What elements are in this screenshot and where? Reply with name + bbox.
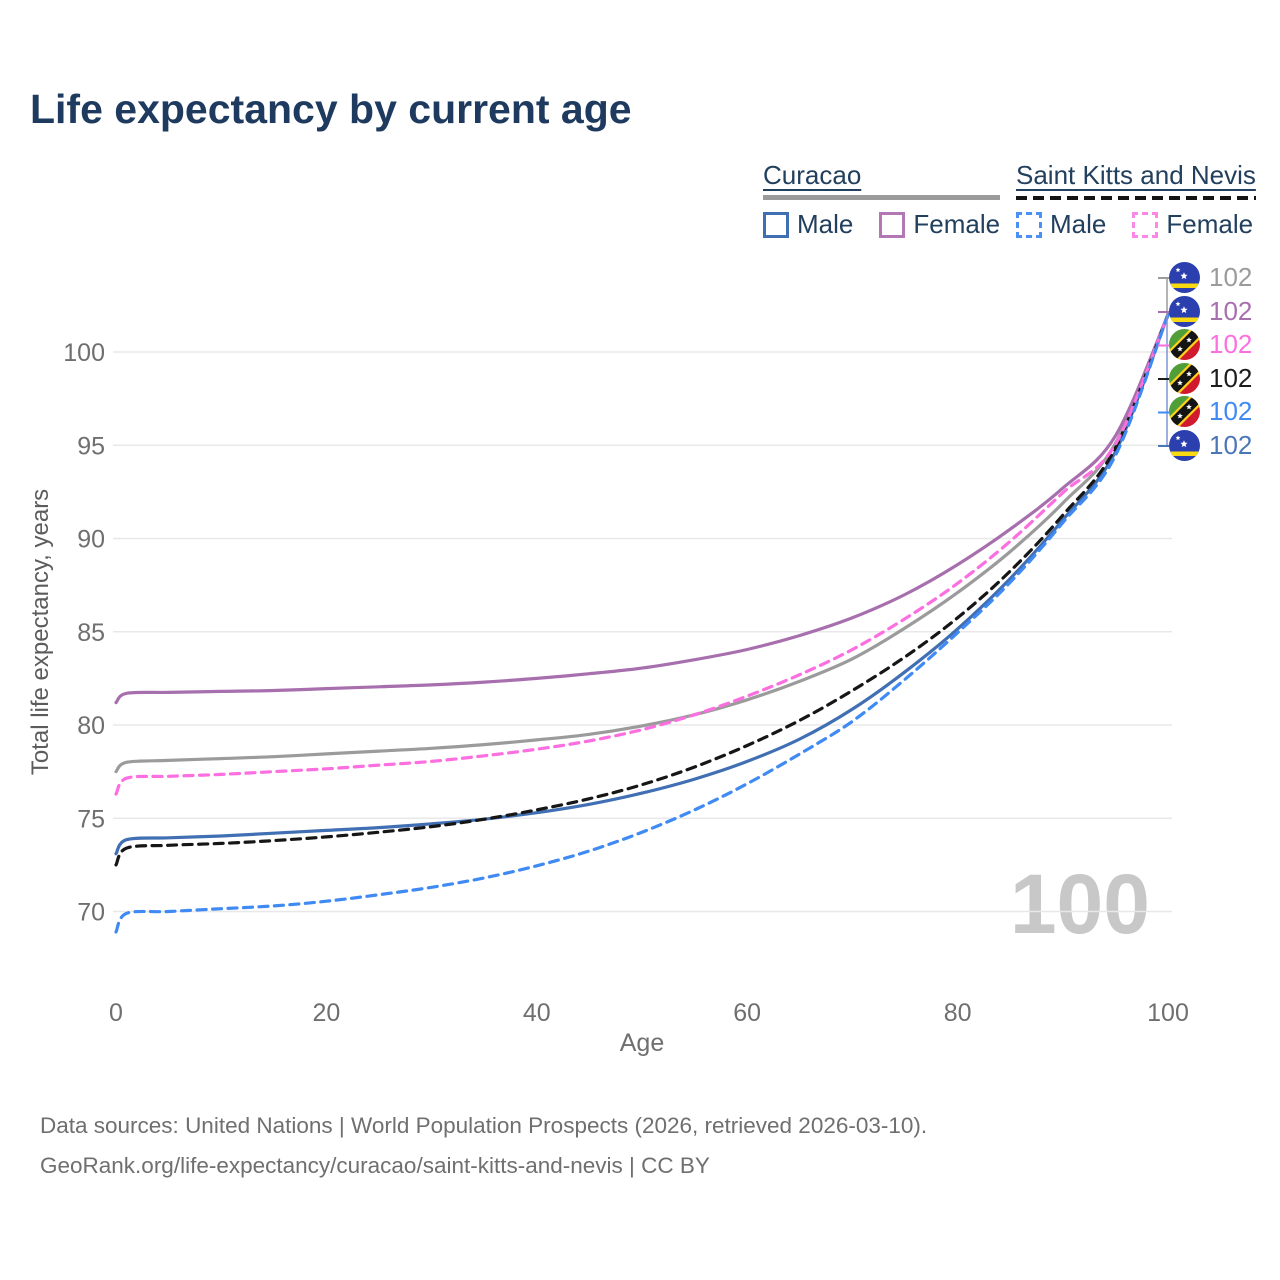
series-skn-male — [114, 313, 1170, 934]
saint-kitts-and-nevis-flag-icon — [1169, 329, 1200, 361]
curacao-female-swatch-icon — [879, 211, 906, 238]
end-label-row-5: 102 — [1169, 429, 1252, 463]
page-title: Life expectancy by current age — [30, 86, 632, 132]
legend-item-skn-female[interactable]: Female — [1132, 209, 1253, 240]
x-axis-title: Age — [620, 1029, 664, 1057]
x-tick-0: 0 — [109, 999, 123, 1027]
legend-group-curacao: Curacao Male Female — [763, 160, 1001, 240]
legend-line-sample-curacao — [763, 195, 1001, 200]
end-value: 102 — [1209, 262, 1253, 293]
skn-female-swatch-icon — [1132, 211, 1159, 238]
curacao-flag-icon — [1169, 262, 1200, 294]
y-tick-85: 85 — [77, 619, 105, 647]
y-tick-75: 75 — [77, 805, 105, 833]
x-tick-20: 20 — [312, 999, 340, 1027]
curacao-male-swatch-icon — [763, 211, 789, 238]
saint-kitts-and-nevis-flag-icon — [1169, 362, 1200, 394]
data-sources-text: Data sources: United Nations | World Pop… — [40, 1113, 928, 1138]
series-curacao-male — [114, 313, 1170, 856]
end-label-row-1: 102 — [1169, 295, 1252, 329]
end-value: 102 — [1209, 396, 1253, 427]
y-tick-95: 95 — [77, 432, 105, 460]
series-skn-total — [114, 313, 1170, 867]
x-tick-80: 80 — [944, 999, 972, 1027]
series-curacao-total — [114, 313, 1170, 774]
legend-country-curacao[interactable]: Curacao — [763, 160, 862, 190]
x-tick-60: 60 — [733, 999, 761, 1027]
end-value: 102 — [1209, 362, 1253, 393]
legend-country-saint-kitts-and-nevis[interactable]: Saint Kitts and Nevis — [1016, 160, 1256, 190]
legend-item-curacao-female[interactable]: Female — [879, 209, 1000, 240]
legend-group-saint-kitts-and-nevis: Saint Kitts and Nevis Male Female — [1016, 160, 1256, 240]
end-label-row-0: 102 — [1169, 261, 1252, 295]
skn-male-swatch-icon — [1016, 211, 1042, 238]
end-value: 102 — [1209, 429, 1253, 460]
hover-age-watermark: 100 — [1009, 857, 1150, 951]
y-axis-title: Total life expectancy, years — [27, 489, 54, 775]
end-label-row-4: 102 — [1169, 395, 1252, 429]
curacao-flag-icon — [1169, 429, 1200, 461]
legend-line-sample-saint-kitts-and-nevis — [1016, 196, 1256, 200]
y-tick-100: 100 — [63, 339, 105, 367]
footer: Data sources: United Nations | World Pop… — [40, 1106, 927, 1186]
y-tick-70: 70 — [77, 899, 105, 927]
x-tick-40: 40 — [523, 999, 551, 1027]
end-value: 102 — [1209, 295, 1253, 326]
y-tick-90: 90 — [77, 526, 105, 554]
curacao-flag-icon — [1169, 295, 1200, 327]
end-label-row-2: 102 — [1169, 328, 1252, 362]
legend-item-skn-male[interactable]: Male — [1016, 209, 1106, 240]
x-tick-100: 100 — [1147, 999, 1189, 1027]
end-label-row-3: 102 — [1169, 362, 1252, 396]
y-tick-80: 80 — [77, 712, 105, 740]
series-curacao-female — [114, 313, 1170, 705]
georank-attribution-link[interactable]: GeoRank.org/life-expectancy/curacao/sain… — [40, 1153, 710, 1178]
legend-item-curacao-male[interactable]: Male — [763, 209, 853, 240]
end-value-labels: 102 102 102 102 102 102 — [1169, 261, 1252, 462]
series-skn-female — [114, 313, 1170, 796]
end-value: 102 — [1209, 329, 1253, 360]
saint-kitts-and-nevis-flag-icon — [1169, 396, 1200, 428]
